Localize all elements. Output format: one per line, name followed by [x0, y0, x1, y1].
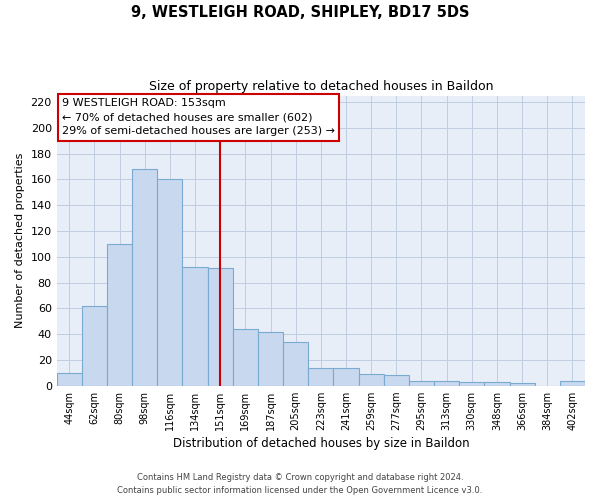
Bar [484, 382, 509, 386]
Bar [509, 383, 535, 386]
X-axis label: Distribution of detached houses by size in Baildon: Distribution of detached houses by size … [173, 437, 469, 450]
Y-axis label: Number of detached properties: Number of detached properties [15, 153, 25, 328]
Bar [434, 380, 459, 386]
Bar [283, 342, 308, 386]
Bar [258, 332, 283, 386]
Bar [560, 380, 585, 386]
Bar [208, 268, 233, 386]
Bar [384, 376, 409, 386]
Bar [334, 368, 359, 386]
Bar [459, 382, 484, 386]
Bar [359, 374, 384, 386]
Bar [82, 306, 107, 386]
Text: Contains HM Land Registry data © Crown copyright and database right 2024.
Contai: Contains HM Land Registry data © Crown c… [118, 474, 482, 495]
Bar [56, 373, 82, 386]
Bar [132, 169, 157, 386]
Bar [107, 244, 132, 386]
Bar [233, 329, 258, 386]
Bar [182, 267, 208, 386]
Bar [409, 380, 434, 386]
Title: Size of property relative to detached houses in Baildon: Size of property relative to detached ho… [149, 80, 493, 93]
Text: 9 WESTLEIGH ROAD: 153sqm
← 70% of detached houses are smaller (602)
29% of semi-: 9 WESTLEIGH ROAD: 153sqm ← 70% of detach… [62, 98, 335, 136]
Bar [308, 368, 334, 386]
Bar [157, 180, 182, 386]
Text: 9, WESTLEIGH ROAD, SHIPLEY, BD17 5DS: 9, WESTLEIGH ROAD, SHIPLEY, BD17 5DS [131, 5, 469, 20]
